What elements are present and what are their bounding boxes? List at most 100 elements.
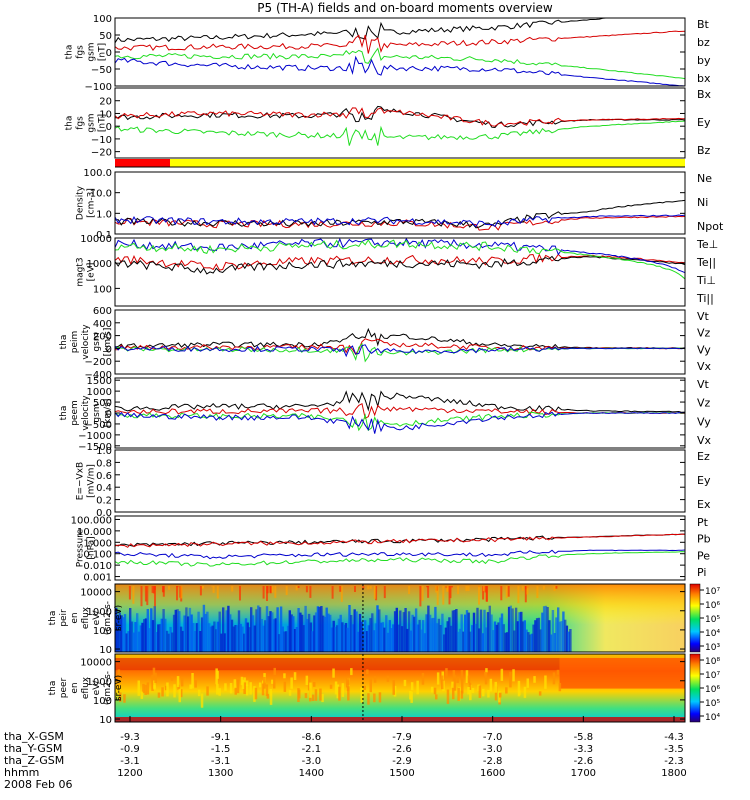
heatmap-cell bbox=[479, 609, 483, 652]
heatmap-cell bbox=[369, 678, 372, 693]
colorbar-label: 10³ bbox=[705, 643, 720, 653]
panel-frame bbox=[114, 171, 686, 235]
heatmap-cell bbox=[281, 626, 284, 652]
series-line-6-4 bbox=[114, 411, 686, 434]
heatmap-cell bbox=[180, 677, 184, 687]
time-axis-value: 1800 bbox=[661, 768, 686, 779]
y-axis-label: fgs bbox=[76, 45, 86, 59]
y-axis-label: tha bbox=[59, 335, 69, 350]
heatmap-cell bbox=[216, 621, 220, 652]
series-line-3-3 bbox=[114, 214, 686, 228]
y-tick-label: −1000 bbox=[78, 431, 112, 442]
time-axis-value: -9.1 bbox=[211, 732, 231, 743]
heatmap-cell bbox=[302, 625, 306, 652]
heatmap-cell bbox=[482, 586, 485, 592]
heatmap-cell bbox=[244, 618, 248, 652]
y-tick-label: −50 bbox=[91, 65, 112, 76]
heatmap-cell bbox=[451, 610, 455, 652]
y-axis-label: gsm bbox=[87, 113, 97, 132]
y-tick-label: 1500 bbox=[87, 376, 112, 387]
heatmap-cell bbox=[127, 631, 130, 652]
heatmap-cell bbox=[267, 616, 270, 652]
y-tick-label: 1000 bbox=[87, 387, 112, 398]
heatmap-cell bbox=[183, 615, 186, 652]
legend-entry: Vx bbox=[697, 360, 712, 373]
y-axis-label: magt3 bbox=[76, 257, 86, 286]
y-tick-label: 100 bbox=[93, 14, 112, 25]
heatmap-cell bbox=[472, 612, 476, 652]
heatmap-cell bbox=[330, 627, 334, 652]
y-axis-label: sr-eV) bbox=[114, 675, 124, 701]
panel-frame bbox=[114, 653, 686, 723]
heatmap-cell bbox=[212, 586, 215, 593]
y-tick-label: 1000 bbox=[87, 677, 112, 688]
heatmap-cell bbox=[453, 675, 457, 691]
heatmap-cell bbox=[323, 616, 327, 652]
heatmap-cell bbox=[521, 586, 524, 591]
heatmap-cell bbox=[208, 623, 211, 652]
heatmap-cell bbox=[300, 614, 304, 652]
heatmap-cell bbox=[146, 586, 149, 606]
heatmap-cell bbox=[443, 634, 446, 652]
heatmap-cell bbox=[307, 678, 311, 691]
heatmap-cell bbox=[339, 586, 342, 592]
y-axis-label: peer bbox=[59, 677, 69, 698]
y-axis-label: tha bbox=[65, 116, 75, 131]
time-axis: tha_X-GSM tha_Y-GSM tha_Z-GSM hhmm 2008 … bbox=[4, 716, 687, 791]
y-tick-label: 1000 bbox=[87, 259, 112, 270]
heatmap-cell bbox=[430, 618, 434, 652]
panel-4: 10000 1000 100 magt3 [eV] Te⊥ Te|| Ti⊥ Ti|| bbox=[76, 234, 718, 307]
heatmap-cell bbox=[469, 685, 472, 701]
heatmap-cell bbox=[150, 608, 153, 652]
heatmap-cell bbox=[367, 693, 370, 705]
heatmap-cell bbox=[243, 633, 246, 652]
heatmap-cell bbox=[329, 684, 333, 689]
heatmap-cell bbox=[507, 586, 510, 597]
heatmap-cell bbox=[179, 626, 183, 652]
heatmap-cell bbox=[464, 614, 467, 652]
heatmap-cell bbox=[186, 616, 190, 652]
heatmap-cell bbox=[483, 609, 486, 652]
y-tick-label: 0.4 bbox=[96, 483, 112, 494]
heatmap-cell bbox=[551, 610, 555, 652]
heatmap-cell bbox=[168, 586, 170, 590]
series-line-5-1 bbox=[114, 327, 686, 350]
heatmap-cell bbox=[161, 687, 164, 697]
heatmap-cell bbox=[200, 617, 204, 652]
y-axis-label: tha bbox=[65, 45, 75, 60]
time-axis-value: -7.0 bbox=[483, 732, 503, 743]
heatmap-cell bbox=[288, 690, 292, 696]
heatmap-cell bbox=[436, 586, 439, 606]
heatmap-cell bbox=[383, 586, 386, 599]
heatmap-cell bbox=[525, 586, 527, 590]
heatmap-cell bbox=[253, 625, 256, 652]
heatmap-cell bbox=[192, 623, 195, 652]
series-line-4-2 bbox=[114, 255, 686, 275]
heatmap-cell bbox=[455, 609, 458, 652]
heatmap-cell bbox=[465, 610, 469, 652]
heatmap-cell bbox=[518, 612, 521, 652]
y-axis-label: [nPa] bbox=[87, 536, 97, 559]
y-tick-label: 1.0 bbox=[96, 446, 112, 457]
heatmap-cell bbox=[336, 625, 339, 652]
heatmap-cell bbox=[148, 628, 151, 652]
heatmap-cell bbox=[388, 620, 391, 652]
heatmap-cell bbox=[123, 694, 126, 703]
colorbar-label: 10⁴ bbox=[705, 629, 720, 639]
colorbar-label: 10⁶ bbox=[705, 601, 720, 611]
heatmap-cell bbox=[348, 605, 351, 652]
heatmap-cell bbox=[460, 690, 464, 699]
y-tick-label: 100 bbox=[93, 626, 112, 637]
heatmap-cell bbox=[467, 612, 470, 652]
colorbar-label: 10⁵ bbox=[705, 699, 720, 709]
heatmap-cell bbox=[314, 689, 318, 701]
heatmap-cell bbox=[286, 625, 290, 652]
heatmap-cell bbox=[513, 630, 516, 652]
heatmap-cell bbox=[445, 668, 448, 678]
heatmap-cell bbox=[197, 689, 201, 697]
heatmap-cell bbox=[334, 626, 337, 652]
heatmap-cell bbox=[478, 685, 482, 698]
heatmap-cell bbox=[120, 615, 123, 652]
heatmap-cell bbox=[241, 679, 245, 689]
